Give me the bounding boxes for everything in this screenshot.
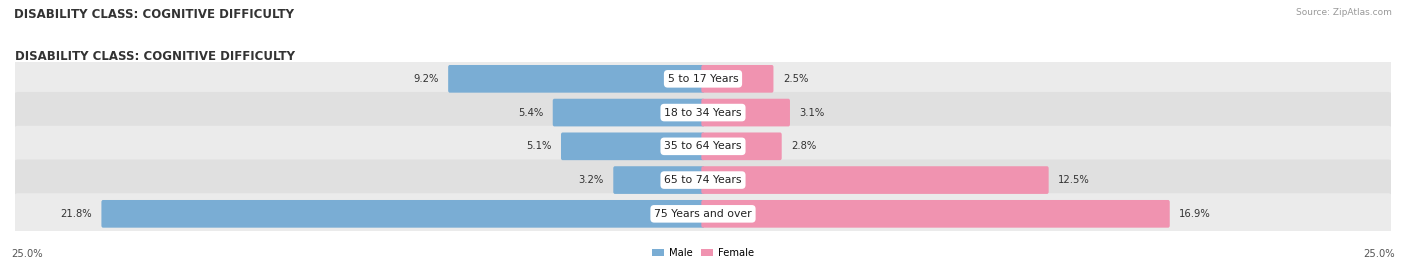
FancyBboxPatch shape <box>14 92 1392 133</box>
Text: 2.8%: 2.8% <box>792 141 817 151</box>
Text: DISABILITY CLASS: COGNITIVE DIFFICULTY: DISABILITY CLASS: COGNITIVE DIFFICULTY <box>14 8 294 21</box>
Text: 5.4%: 5.4% <box>519 107 543 117</box>
Text: 5 to 17 Years: 5 to 17 Years <box>668 74 738 84</box>
FancyBboxPatch shape <box>702 99 790 126</box>
Text: 65 to 74 Years: 65 to 74 Years <box>664 175 742 185</box>
FancyBboxPatch shape <box>449 65 704 93</box>
Text: Source: ZipAtlas.com: Source: ZipAtlas.com <box>1296 8 1392 17</box>
FancyBboxPatch shape <box>14 58 1392 99</box>
Legend: Male, Female: Male, Female <box>648 244 758 262</box>
Text: 3.2%: 3.2% <box>579 175 605 185</box>
Text: 25.0%: 25.0% <box>1364 249 1395 259</box>
FancyBboxPatch shape <box>702 200 1170 228</box>
FancyBboxPatch shape <box>553 99 704 126</box>
Text: 16.9%: 16.9% <box>1180 209 1211 219</box>
FancyBboxPatch shape <box>702 166 1049 194</box>
FancyBboxPatch shape <box>702 133 782 160</box>
Text: 21.8%: 21.8% <box>60 209 91 219</box>
FancyBboxPatch shape <box>14 126 1392 167</box>
FancyBboxPatch shape <box>561 133 704 160</box>
FancyBboxPatch shape <box>613 166 704 194</box>
FancyBboxPatch shape <box>101 200 704 228</box>
Text: 2.5%: 2.5% <box>783 74 808 84</box>
FancyBboxPatch shape <box>14 160 1392 201</box>
Text: DISABILITY CLASS: COGNITIVE DIFFICULTY: DISABILITY CLASS: COGNITIVE DIFFICULTY <box>15 50 295 63</box>
Text: 25.0%: 25.0% <box>11 249 42 259</box>
FancyBboxPatch shape <box>14 193 1392 234</box>
Text: 9.2%: 9.2% <box>413 74 439 84</box>
Text: 18 to 34 Years: 18 to 34 Years <box>664 107 742 117</box>
Text: 35 to 64 Years: 35 to 64 Years <box>664 141 742 151</box>
FancyBboxPatch shape <box>702 65 773 93</box>
Text: 5.1%: 5.1% <box>526 141 551 151</box>
Text: 3.1%: 3.1% <box>800 107 824 117</box>
Text: 12.5%: 12.5% <box>1057 175 1090 185</box>
Text: 75 Years and over: 75 Years and over <box>654 209 752 219</box>
